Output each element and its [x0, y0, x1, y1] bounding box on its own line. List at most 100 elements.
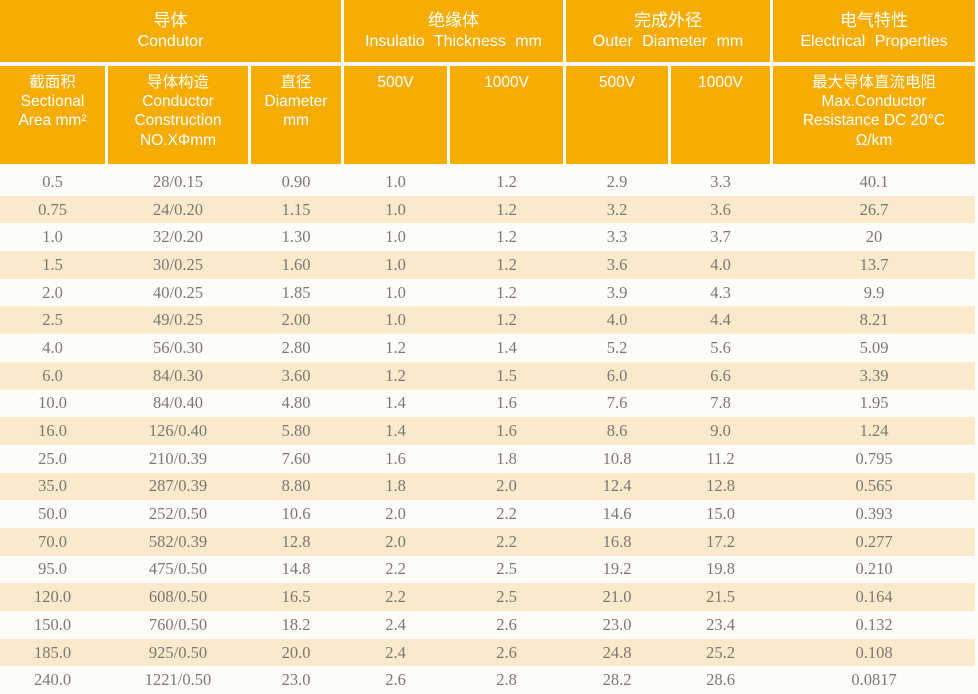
- cell-outer-diameter-1000v: 6.6: [710, 365, 731, 385]
- cell-insulation-thickness-1000v: 1.2: [496, 227, 517, 247]
- cell-outer-diameter-500v: 16.8: [602, 531, 632, 551]
- cell-diameter: 14.8: [281, 559, 311, 579]
- cell-outer-diameter-500v: 23.0: [602, 614, 632, 634]
- cell-diameter: 0.90: [281, 171, 311, 191]
- cell-insulation-thickness-1000v: 1.2: [496, 171, 517, 191]
- cell-insulation-thickness-1000v: 1.2: [496, 282, 517, 302]
- cell-outer-diameter-1000v: 28.6: [706, 670, 735, 690]
- header-group-electrical-en: Electrical Properties: [800, 33, 948, 51]
- column-header-outer-1000v: 1000V: [671, 66, 770, 164]
- header-group-insulation-zh: 绝缘体: [428, 10, 479, 30]
- cell-insulation-thickness-500v: 1.0: [385, 310, 406, 330]
- table-row: 1.5 30/0.25 1.60 1.0 1.2 3.6 4.0 13.7: [0, 251, 975, 279]
- cell-outer-diameter-1000v: 19.8: [706, 559, 735, 579]
- cell-conductor-construction: 84/0.30: [153, 365, 203, 385]
- cell-sectional-area: 120.0: [33, 587, 72, 607]
- cell-outer-diameter-1000v: 25.2: [706, 642, 735, 662]
- cell-outer-diameter-1000v: 4.3: [710, 282, 731, 302]
- cell-diameter: 12.8: [281, 531, 311, 551]
- cell-outer-diameter-500v: 4.0: [606, 310, 628, 330]
- header-group-insulation-thickness: 绝缘体 Insulatio Thickness mm: [344, 0, 563, 62]
- table-row: 2.0 40/0.25 1.85 1.0 1.2 3.9 4.3 9.9: [0, 279, 975, 307]
- table-row: 25.0 210/0.39 7.60 1.6 1.8 10.8 11.2 0.795: [0, 445, 975, 473]
- cell-sectional-area: 25.0: [38, 448, 67, 468]
- cell-outer-diameter-500v: 3.6: [606, 254, 628, 274]
- cell-diameter: 4.80: [281, 393, 311, 413]
- cell-insulation-thickness-500v: 1.0: [385, 227, 406, 247]
- cell-max-dc-resistance: 3.39: [859, 365, 889, 385]
- cell-conductor-construction: 608/0.50: [148, 587, 208, 607]
- cell-outer-diameter-1000v: 23.4: [706, 614, 735, 634]
- header-group-electrical-zh: 电气特性: [840, 10, 908, 30]
- cell-sectional-area: 240.0: [33, 670, 72, 690]
- cell-sectional-area: 4.0: [42, 337, 63, 357]
- cell-insulation-thickness-1000v: 2.0: [496, 476, 517, 496]
- cell-outer-diameter-1000v: 3.3: [710, 171, 731, 191]
- table-row: 35.0 287/0.39 8.80 1.8 2.0 12.4 12.8 0.565: [0, 472, 975, 501]
- cell-max-dc-resistance: 9.9: [863, 282, 885, 302]
- cell-insulation-thickness-500v: 1.0: [385, 171, 406, 191]
- cell-conductor-construction: 582/0.39: [148, 531, 208, 551]
- cell-outer-diameter-1000v: 15.0: [706, 504, 735, 524]
- column-header-conductor-construction: 导体构造 Conductor Construction NO.XΦmm: [108, 66, 248, 164]
- cell-sectional-area: 35.0: [38, 476, 67, 496]
- cell-conductor-construction: 252/0.50: [148, 504, 208, 524]
- table-row: 1.0 32/0.20 1.30 1.0 1.2 3.3 3.7 20: [0, 223, 975, 251]
- cell-conductor-construction: 24/0.20: [153, 199, 203, 219]
- cell-insulation-thickness-1000v: 1.2: [496, 254, 517, 274]
- cell-sectional-area: 150.0: [33, 614, 72, 634]
- cell-diameter: 10.6: [281, 504, 311, 524]
- table-body: 0.5 28/0.15 0.90 1.0 1.2 2.9 3.3 40.1 0.75 24/0.2…: [0, 168, 975, 694]
- cell-diameter: 1.30: [281, 227, 311, 247]
- cell-insulation-thickness-1000v: 2.2: [496, 504, 517, 524]
- cell-insulation-thickness-1000v: 1.6: [496, 421, 517, 441]
- cell-diameter: 23.0: [281, 670, 311, 690]
- cell-insulation-thickness-1000v: 2.6: [496, 614, 517, 634]
- cell-diameter: 1.85: [281, 282, 311, 302]
- cell-outer-diameter-1000v: 21.5: [706, 587, 735, 607]
- table-header-column-row: 截面积 Sectional Area mm² 导体构造 Conductor Co…: [0, 66, 975, 164]
- column-header-diameter: 直径 Diameter mm: [251, 66, 341, 164]
- cell-conductor-construction: 126/0.40: [148, 421, 208, 441]
- cell-conductor-construction: 1221/0.50: [144, 670, 212, 690]
- cell-insulation-thickness-1000v: 1.4: [496, 337, 517, 357]
- cell-insulation-thickness-1000v: 2.2: [496, 531, 517, 551]
- cell-insulation-thickness-500v: 1.0: [385, 199, 406, 219]
- cell-sectional-area: 10.0: [38, 393, 67, 413]
- cell-insulation-thickness-1000v: 1.5: [496, 365, 517, 385]
- cell-outer-diameter-500v: 24.8: [602, 642, 632, 662]
- table-row: 16.0 126/0.40 5.80 1.4 1.6 8.6 9.0 1.24: [0, 417, 975, 445]
- cell-diameter: 3.60: [281, 365, 311, 385]
- cell-outer-diameter-1000v: 7.8: [710, 393, 731, 413]
- cell-max-dc-resistance: 0.393: [855, 504, 893, 524]
- cell-max-dc-resistance: 1.24: [859, 421, 889, 441]
- cell-conductor-construction: 287/0.39: [148, 476, 208, 496]
- cell-diameter: 2.80: [281, 337, 311, 357]
- cell-outer-diameter-500v: 3.2: [606, 199, 628, 219]
- cell-max-dc-resistance: 0.565: [855, 476, 893, 496]
- cell-sectional-area: 1.0: [42, 227, 63, 247]
- table-row: 70.0 582/0.39 12.8 2.0 2.2 16.8 17.2 0.277: [0, 527, 975, 556]
- table-row: 2.5 49/0.25 2.00 1.0 1.2 4.0 4.4 8.21: [0, 306, 975, 335]
- cell-outer-diameter-1000v: 11.2: [706, 448, 735, 468]
- cell-conductor-construction: 760/0.50: [148, 614, 208, 634]
- cell-max-dc-resistance: 0.277: [855, 531, 893, 551]
- table-row: 10.0 84/0.40 4.80 1.4 1.6 7.6 7.8 1.95: [0, 390, 975, 418]
- cell-insulation-thickness-1000v: 2.5: [496, 559, 517, 579]
- table-header-group-row: 导体 Condutor 绝缘体 Insulatio Thickness mm 完…: [0, 0, 975, 62]
- cell-outer-diameter-500v: 14.6: [602, 504, 632, 524]
- cell-max-dc-resistance: 8.21: [859, 310, 889, 330]
- cell-conductor-construction: 32/0.20: [153, 227, 203, 247]
- cell-max-dc-resistance: 40.1: [859, 171, 889, 191]
- cell-sectional-area: 185.0: [33, 642, 72, 662]
- cell-outer-diameter-1000v: 12.8: [706, 476, 735, 496]
- cell-insulation-thickness-500v: 1.6: [385, 448, 406, 468]
- cell-conductor-construction: 475/0.50: [148, 559, 208, 579]
- header-group-outer-diameter: 完成外径 Outer Diameter mm: [566, 0, 770, 62]
- cell-sectional-area: 0.5: [42, 171, 63, 191]
- column-header-insulation-500v: 500V: [344, 66, 447, 164]
- cell-insulation-thickness-500v: 2.6: [385, 670, 406, 690]
- cell-insulation-thickness-1000v: 2.6: [496, 642, 517, 662]
- cell-conductor-construction: 28/0.15: [153, 171, 203, 191]
- cell-outer-diameter-1000v: 4.0: [710, 254, 731, 274]
